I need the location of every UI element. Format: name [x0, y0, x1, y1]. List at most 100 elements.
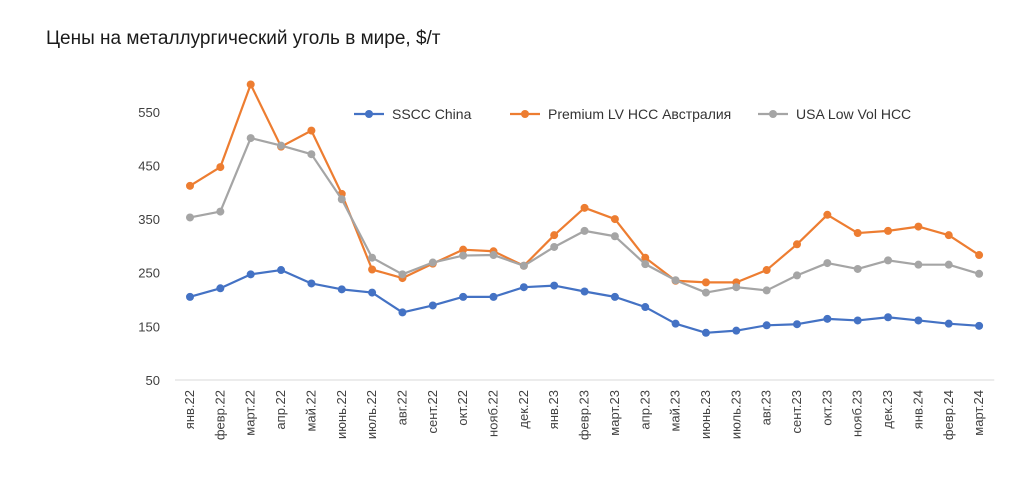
- data-point: [944, 231, 953, 240]
- data-point: [216, 284, 225, 293]
- data-point: [641, 253, 650, 262]
- data-point: [307, 126, 316, 135]
- data-point: [580, 287, 589, 296]
- x-tick-label: май.23: [668, 390, 683, 432]
- data-point: [307, 150, 316, 159]
- data-point: [519, 283, 528, 292]
- x-tick-label: сент.22: [425, 390, 440, 434]
- x-tick-label: февр.23: [577, 390, 592, 440]
- x-tick-label: июль.23: [728, 390, 743, 439]
- data-point: [580, 203, 589, 212]
- x-tick-label: апр.23: [637, 390, 652, 430]
- data-point: [337, 285, 346, 294]
- data-point: [610, 232, 619, 241]
- data-point: [762, 321, 771, 330]
- data-point: [277, 141, 286, 150]
- data-point: [793, 240, 801, 249]
- data-point: [459, 251, 468, 260]
- x-tick-label: июль.22: [364, 390, 379, 439]
- data-point: [550, 281, 559, 290]
- legend: SSCC China Premium LV HCC Австралия USA Lo…: [354, 106, 911, 122]
- x-tick-label: март.22: [243, 390, 258, 436]
- data-point: [489, 251, 498, 260]
- data-point: [610, 215, 619, 224]
- x-tick-label: сент.23: [789, 390, 804, 434]
- data-point: [793, 271, 801, 280]
- data-point: [884, 313, 893, 322]
- data-point: [793, 320, 801, 329]
- data-point: [246, 270, 255, 279]
- chart-title: Цены на металлургический уголь в мире, $…: [46, 28, 441, 49]
- data-point: [914, 260, 923, 269]
- data-point: [186, 181, 194, 190]
- data-point: [550, 231, 559, 240]
- x-tick-label: янв.23: [546, 390, 561, 429]
- data-point: [428, 258, 437, 267]
- data-point: [550, 242, 559, 251]
- data-point: [701, 328, 710, 337]
- y-tick-label: 150: [138, 319, 160, 334]
- x-tick-label: янв.24: [910, 390, 925, 429]
- legend-marker: [769, 110, 777, 118]
- data-point: [975, 251, 984, 260]
- data-point: [246, 134, 255, 143]
- data-point: [732, 283, 741, 292]
- x-tick-label: март.23: [607, 390, 622, 436]
- x-tick-label: июнь.22: [334, 390, 349, 439]
- y-axis: 50 150 250 350 450 550: [138, 105, 160, 388]
- legend-label: USA Low Vol HCC: [796, 106, 911, 122]
- data-point: [975, 269, 984, 278]
- data-point: [732, 326, 741, 335]
- y-tick-label: 350: [138, 212, 160, 227]
- legend-label: SSCC China: [392, 106, 472, 122]
- data-point: [186, 213, 194, 222]
- data-point: [701, 288, 710, 297]
- x-axis: янв.22 февр.22 март.22 апр.22 май.22 июнь.22 и…: [175, 379, 995, 440]
- x-tick-label: март.24: [971, 390, 986, 436]
- data-point: [762, 266, 771, 275]
- data-point: [762, 286, 771, 295]
- data-point: [671, 319, 680, 328]
- y-tick-label: 450: [138, 158, 160, 173]
- data-point: [519, 261, 528, 270]
- data-point: [944, 319, 953, 328]
- data-point: [216, 207, 225, 216]
- data-point: [884, 226, 893, 235]
- y-tick-label: 50: [146, 373, 160, 388]
- data-point: [428, 301, 437, 310]
- data-point: [853, 316, 862, 325]
- data-point: [641, 260, 650, 269]
- x-tick-label: май.22: [303, 390, 318, 432]
- x-tick-label: авг.23: [759, 390, 774, 425]
- data-point: [671, 276, 680, 285]
- x-tick-label: окт.23: [819, 390, 834, 426]
- data-point: [823, 259, 832, 268]
- series-line: [189, 268, 980, 334]
- data-point: [307, 279, 316, 288]
- x-tick-label: апр.22: [273, 390, 288, 430]
- data-point: [216, 163, 225, 172]
- data-point: [186, 292, 194, 301]
- series-group: [186, 80, 984, 337]
- data-point: [398, 308, 407, 317]
- data-point: [823, 314, 832, 323]
- data-point: [853, 229, 862, 238]
- x-tick-label: июнь.23: [698, 390, 713, 439]
- data-point: [459, 292, 468, 301]
- data-point: [368, 288, 377, 297]
- data-point: [246, 80, 255, 89]
- x-tick-label: нояб.23: [850, 390, 865, 437]
- data-point: [580, 226, 589, 235]
- data-point: [489, 292, 498, 301]
- x-tick-label: дек.23: [880, 390, 895, 429]
- x-tick-label: февр.22: [212, 390, 227, 440]
- x-tick-label: окт.22: [455, 390, 470, 426]
- x-tick-label: дек.22: [516, 390, 531, 429]
- data-point: [641, 303, 650, 312]
- x-tick-label: янв.22: [182, 390, 197, 429]
- data-point: [823, 210, 832, 219]
- data-point: [368, 253, 377, 262]
- y-tick-label: 550: [138, 105, 160, 120]
- x-tick-label: авг.22: [394, 390, 409, 425]
